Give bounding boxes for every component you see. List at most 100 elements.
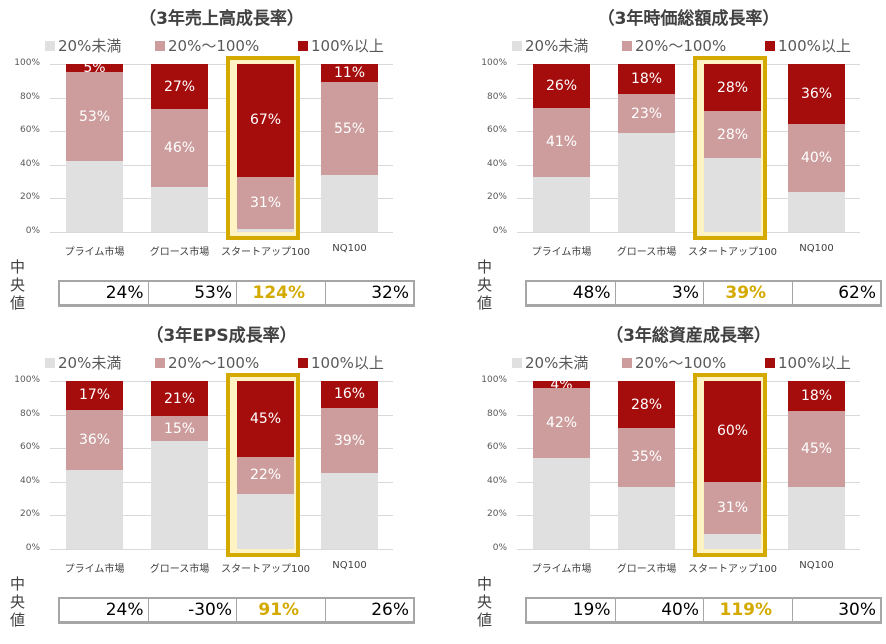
median-value: 39%	[704, 282, 793, 304]
legend-swatch	[622, 358, 632, 368]
legend-label: 100%以上	[778, 37, 851, 55]
median-value: 124%	[237, 282, 326, 304]
y-tick-label: 40%	[19, 158, 40, 169]
legend-item: 20%未満	[512, 352, 588, 373]
y-tick-label: 60%	[486, 442, 507, 453]
bar-segment	[788, 191, 845, 232]
data-label: 18%	[630, 71, 663, 88]
bar-segment: 18%	[618, 64, 675, 95]
bar-segment: 11%	[321, 64, 378, 83]
legend-swatch	[45, 41, 55, 51]
gridline	[517, 198, 860, 200]
gridline	[50, 97, 393, 99]
legend-label: 20%～100%	[168, 37, 260, 55]
bar-segment: 28%	[618, 381, 675, 429]
gridline	[50, 515, 393, 517]
gridline	[50, 232, 393, 233]
y-tick-label: 100%	[14, 375, 40, 385]
median-value: 91%	[237, 599, 326, 621]
legend-label: 100%以上	[311, 354, 384, 372]
bar-segment: 4%	[533, 381, 590, 388]
y-tick-label: 40%	[486, 158, 507, 169]
y-tick-label: 60%	[19, 442, 40, 453]
median-value: 30%	[838, 600, 876, 620]
legend-item: 100%以上	[298, 352, 384, 373]
gridline	[50, 414, 393, 416]
bar-segment	[533, 176, 590, 232]
median-table: 48% 3% 39% 62%	[525, 280, 882, 307]
gridline	[517, 515, 860, 517]
bar-segment: 45%	[788, 411, 845, 487]
data-label: 60%	[716, 423, 749, 440]
legend-swatch	[765, 41, 775, 51]
median-value: -30%	[149, 599, 237, 621]
data-label: 36%	[78, 431, 111, 448]
bar-segment: 21%	[151, 381, 208, 417]
x-tick-label: グロース市場	[616, 247, 677, 258]
gridline	[50, 448, 393, 450]
chart-panel: （3年時価総額成長率） 20%未満 20%～100% 100%以上 0% 20% 40% 60…	[467, 0, 886, 317]
gridline	[517, 481, 860, 483]
median-value: 32%	[371, 283, 409, 303]
legend-item: 20%～100%	[155, 352, 259, 373]
x-tick-label: NQ100	[332, 243, 367, 254]
data-label: 39%	[333, 432, 366, 449]
chart-panel: （3年総資産成長率） 20%未満 20%～100% 100%以上 0% 20% 40% 60%…	[467, 317, 886, 634]
legend-label: 20%未満	[58, 37, 122, 55]
y-tick-label: 0%	[492, 226, 507, 236]
legend-label: 20%未満	[525, 37, 589, 55]
median-value: 53%	[149, 282, 237, 304]
legend-item: 20%未満	[45, 35, 121, 56]
median-value: 119%	[704, 599, 793, 621]
gridline	[517, 414, 860, 416]
x-tick-label: プライム市場	[64, 247, 125, 258]
bar-segment	[151, 186, 208, 232]
median-value: 40%	[616, 599, 704, 621]
bar-segment: 18%	[788, 381, 845, 412]
x-tick-label: スタートアップ100	[220, 247, 311, 258]
data-label: 15%	[163, 420, 196, 437]
y-tick-label: 100%	[14, 58, 40, 68]
bar-segment	[618, 486, 675, 549]
bar-segment: 16%	[321, 381, 378, 408]
legend-label: 20%～100%	[635, 37, 727, 55]
legend-label: 20%未満	[58, 354, 122, 372]
legend-item: 20%～100%	[622, 35, 726, 56]
data-label: 16%	[333, 386, 366, 403]
legend-swatch	[155, 358, 165, 368]
median-value: 48%	[527, 282, 616, 304]
gridline	[517, 549, 860, 550]
y-tick-label: 40%	[486, 475, 507, 486]
y-tick-label: 20%	[19, 192, 40, 203]
bar-segment	[237, 493, 294, 549]
x-tick-label: プライム市場	[531, 247, 592, 258]
data-label: 5%	[83, 64, 106, 73]
legend-label: 100%以上	[778, 354, 851, 372]
median-label: 中央値	[10, 575, 26, 629]
bar-segment: 31%	[237, 176, 294, 229]
median-value: 26%	[371, 600, 409, 620]
gridline	[50, 381, 393, 382]
legend-label: 20%～100%	[635, 354, 727, 372]
legend-swatch	[512, 41, 522, 51]
bar-segment: 22%	[237, 456, 294, 494]
bar-segment	[321, 473, 378, 549]
gridline	[517, 64, 860, 65]
y-tick-label: 80%	[19, 91, 40, 102]
x-tick-label: NQ100	[332, 560, 367, 571]
legend-item: 100%以上	[765, 352, 851, 373]
y-tick-label: 0%	[492, 543, 507, 553]
legend-swatch	[298, 358, 308, 368]
data-label: 41%	[545, 134, 578, 151]
x-tick-label: スタートアップ100	[220, 564, 311, 575]
bar-segment: 42%	[533, 387, 590, 459]
bar-segment: 28%	[704, 111, 761, 159]
data-label: 23%	[630, 105, 663, 122]
legend-label: 20%未満	[525, 354, 589, 372]
legend-swatch	[298, 41, 308, 51]
legend-label: 100%以上	[311, 37, 384, 55]
median-table: 19% 40% 119% 30%	[525, 597, 882, 624]
y-tick-label: 0%	[25, 226, 40, 236]
bar-segment: 23%	[618, 94, 675, 133]
bar-segment: 17%	[66, 381, 123, 410]
